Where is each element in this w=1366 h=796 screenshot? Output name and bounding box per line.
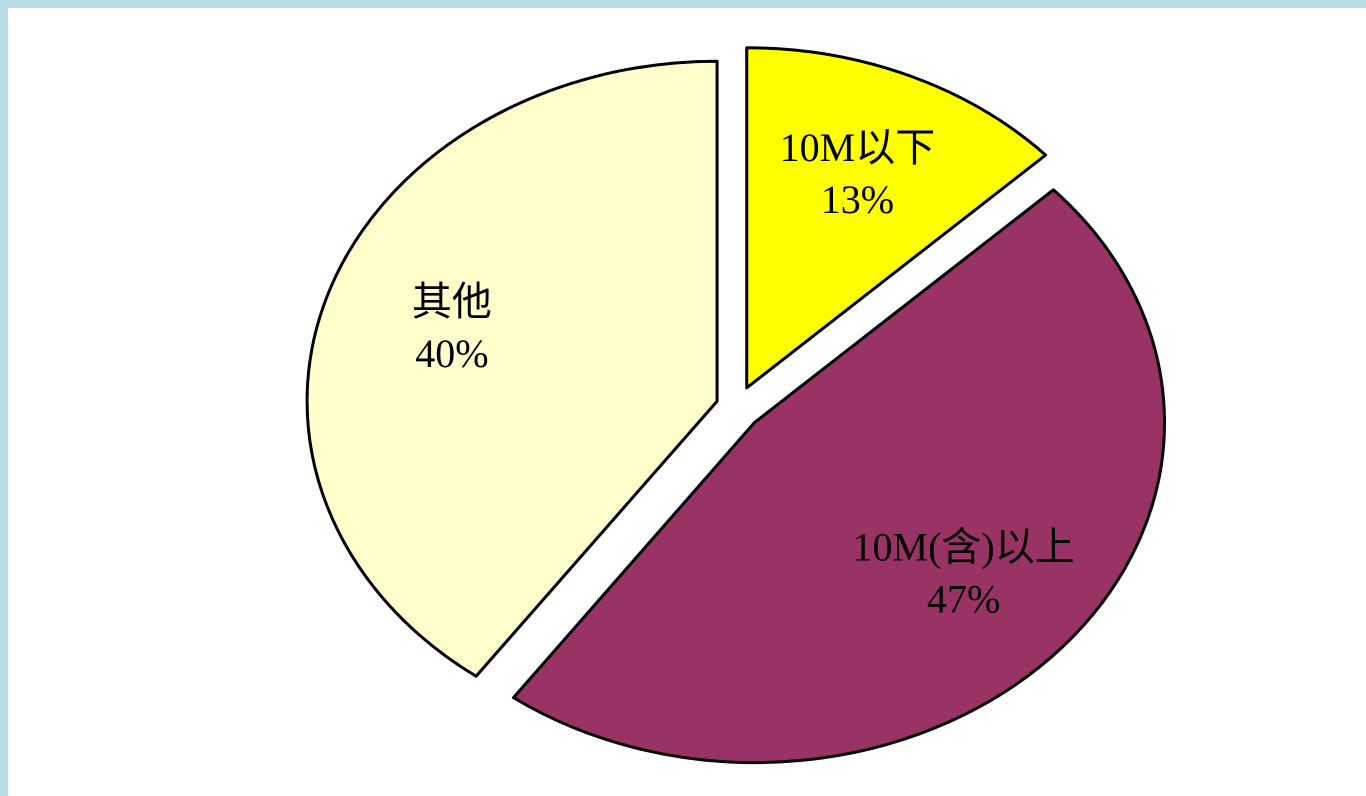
slice-value-label: 13% — [821, 177, 894, 222]
slice-label: 10M以下 — [780, 125, 936, 170]
pie-slice — [745, 46, 1048, 390]
pie-slice — [512, 188, 1166, 765]
chart: 10M以下 13% 10M(含)以上 47% 其他 40% — [305, 46, 1166, 765]
slice-value-label: 47% — [927, 577, 1000, 622]
pie-slice — [305, 59, 719, 678]
slice-value-label: 40% — [415, 331, 488, 376]
slice-label: 10M(含)以上 — [853, 525, 1075, 570]
chart-frame: 10M以下 13% 10M(含)以上 47% 其他 40% — [8, 8, 1366, 796]
slice-label: 其他 — [412, 279, 492, 324]
